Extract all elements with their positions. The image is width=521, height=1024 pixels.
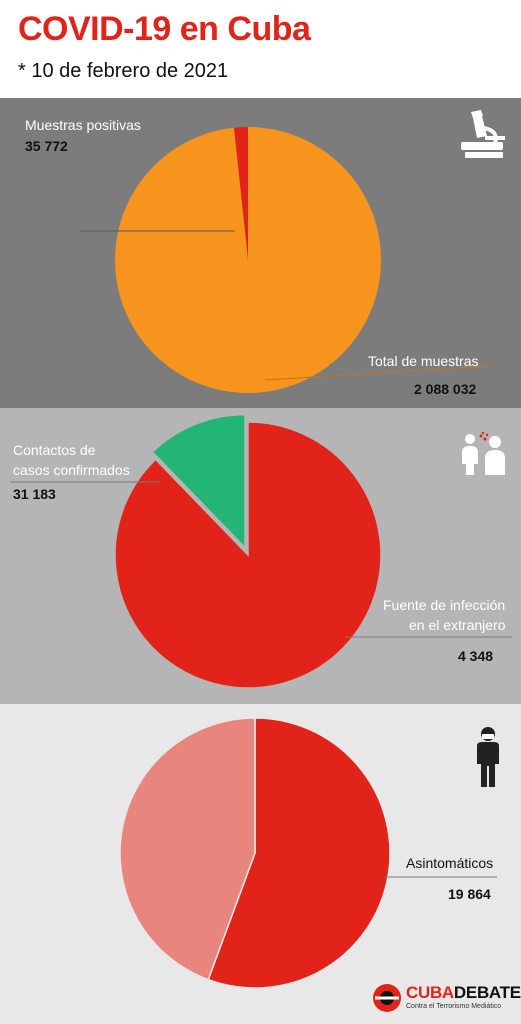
pie-slice-2-0 — [114, 421, 382, 689]
person-mask-icon — [477, 727, 499, 787]
page-title: COVID-19 en Cuba — [18, 10, 311, 48]
samples-chart — [80, 127, 491, 393]
asymptomatic-chart — [119, 717, 497, 989]
pie2-slice0-label-line1: Contactos de — [13, 442, 96, 458]
pie1-slice0-label: Muestras positivas — [25, 117, 141, 133]
contacts-pie — [114, 413, 382, 689]
pie2-slice0-label-line2: casos confirmados — [13, 462, 130, 478]
pie-slice-2-1 — [151, 413, 246, 550]
pie2-slice1-value: 4 348 — [458, 648, 494, 664]
cubadebate-logo: CUBADEBATE Contra el Terrorismo Mediátic… — [372, 980, 521, 1016]
microscope-icon — [461, 110, 505, 158]
pie3-slice0-value: 19 864 — [448, 886, 491, 902]
contacts-chart — [10, 413, 512, 689]
pie-slice-1-0 — [233, 127, 248, 260]
pie-slice-1-1 — [115, 127, 382, 393]
logo-wordmark: CUBADEBATE — [406, 983, 521, 1002]
panel-contacts: Contactos de casos confirmados 31 183 Fu… — [0, 408, 521, 704]
pie2-slice0-value: 31 183 — [13, 486, 56, 502]
logo-tagline: Contra el Terrorismo Mediático — [406, 1003, 502, 1010]
pie2-slice1-label-line2: en el extranjero — [409, 617, 506, 633]
panel-samples: Muestras positivas 35 772 Total de muest… — [0, 98, 521, 408]
panel-asymptomatic: Asintomáticos 19 864 — [0, 704, 521, 1024]
cubadebate-logo-icon — [373, 984, 401, 1012]
asymptomatic-pie — [119, 717, 391, 989]
leader-line-total — [264, 365, 491, 381]
pie1-slice0-value: 35 772 — [25, 138, 68, 154]
page-date: * 10 de febrero de 2021 — [18, 60, 229, 82]
pie1-slice1-label: Total de muestras — [368, 353, 479, 369]
header: COVID-19 en Cuba * 10 de febrero de 2021 — [0, 0, 521, 98]
pie1-slice1-value: 2 088 032 — [414, 381, 477, 397]
pie2-slice1-label-line1: Fuente de infección — [383, 597, 506, 613]
pie3-slice0-label: Asintomáticos — [406, 855, 494, 871]
contact-icon — [462, 431, 505, 475]
pie-slice-3-1 — [119, 717, 256, 981]
samples-pie — [115, 127, 382, 393]
